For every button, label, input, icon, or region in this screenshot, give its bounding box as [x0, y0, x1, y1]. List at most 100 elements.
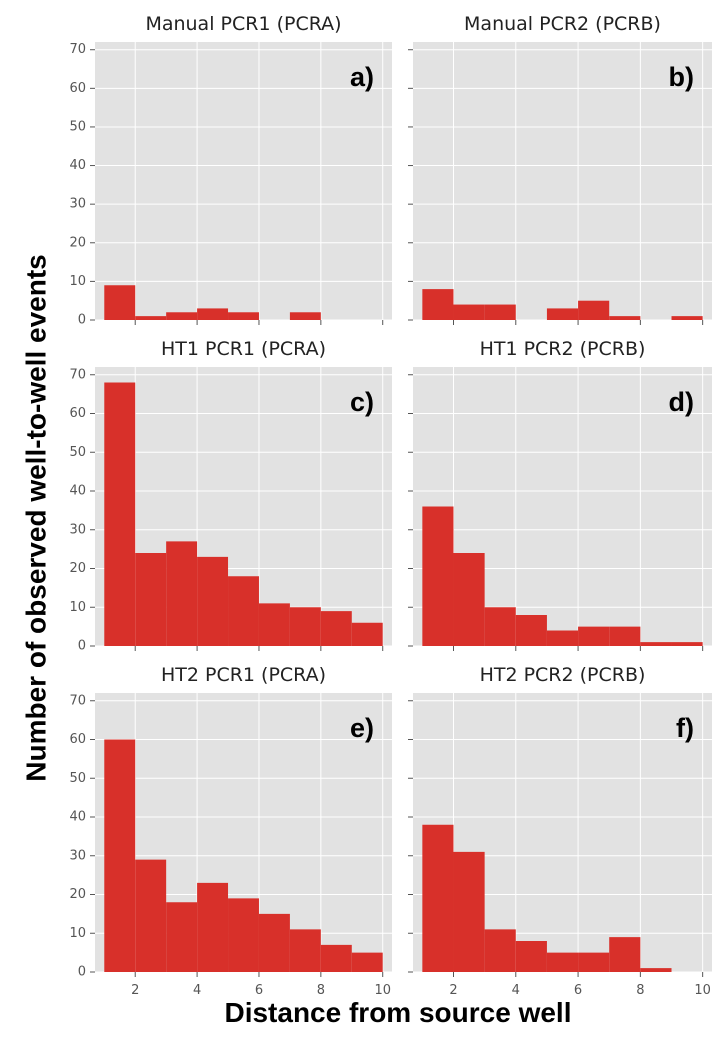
y-tick-label: 0	[78, 313, 86, 328]
bar	[546, 952, 579, 972]
panel-title: HT2 PCR2 (PCRB)	[480, 664, 646, 686]
panel-label: f)	[676, 713, 694, 743]
bar	[197, 882, 229, 972]
bar	[228, 576, 259, 646]
x-tick-label: 6	[574, 983, 582, 998]
bar	[422, 289, 454, 320]
x-tick-label: 10	[374, 983, 391, 998]
y-tick-label: 10	[69, 926, 86, 941]
bar	[197, 556, 229, 646]
panel-b: Manual PCR2 (PCRB) b)	[408, 13, 712, 325]
bar	[578, 952, 610, 972]
bar	[258, 603, 290, 646]
bar	[104, 739, 136, 972]
bar	[515, 615, 547, 646]
bar	[671, 642, 703, 646]
bar	[320, 944, 352, 972]
panel-title: Manual PCR1 (PCRA)	[145, 13, 341, 35]
panel-title: Manual PCR2 (PCRB)	[464, 13, 661, 35]
bar	[104, 382, 136, 646]
panel-e: 0 10 20 30 40 50 60 70 2 4 6 8 10 HT2 PCR1 (PCRA) e)	[69, 664, 392, 998]
bar	[197, 308, 229, 320]
plot-background	[95, 42, 392, 320]
x-tick-label: 8	[636, 983, 644, 998]
bar	[546, 308, 579, 320]
panel-label: b)	[669, 62, 694, 92]
panel-title: HT1 PCR1 (PCRA)	[161, 338, 326, 360]
y-tick-label: 0	[78, 965, 86, 980]
bar	[166, 312, 198, 320]
y-tick-label: 40	[69, 158, 86, 173]
panel-f: 2 4 6 8 10 HT2 PCR2 (PCRB) f)	[408, 664, 712, 998]
bar	[228, 898, 259, 972]
bar	[609, 626, 641, 646]
bar	[640, 642, 672, 646]
y-tick-label: 40	[69, 484, 86, 499]
bar	[166, 541, 198, 646]
bar	[671, 316, 703, 320]
plot-background	[413, 42, 712, 320]
panel-label: c)	[350, 387, 374, 417]
bar	[135, 316, 167, 320]
bar	[453, 553, 485, 646]
y-tick-label: 70	[69, 42, 86, 57]
x-axis-label: Distance from source well	[224, 997, 571, 1028]
y-tick-label: 30	[69, 522, 86, 537]
bar	[289, 607, 321, 646]
y-tick-label: 50	[69, 445, 86, 460]
y-tick-label: 50	[69, 771, 86, 786]
y-tick-label: 50	[69, 119, 86, 134]
bar	[351, 952, 383, 972]
bar	[135, 553, 167, 646]
bar	[453, 304, 485, 320]
y-axis-label: Number of observed well-to-well events	[20, 254, 51, 781]
panel-label: a)	[350, 62, 374, 92]
bar	[515, 941, 547, 972]
bar	[104, 285, 136, 320]
bar	[166, 902, 198, 972]
panel-d: HT1 PCR2 (PCRB) d)	[408, 338, 712, 651]
y-tick-label: 30	[69, 848, 86, 863]
x-tick-label: 2	[131, 983, 139, 998]
panel-title: HT1 PCR2 (PCRB)	[480, 338, 646, 360]
bar	[484, 304, 516, 320]
y-tick-label: 30	[69, 197, 86, 212]
bar	[258, 913, 290, 972]
bar	[484, 607, 516, 646]
y-tick-label: 20	[69, 887, 86, 902]
bar	[422, 824, 454, 972]
bar	[135, 859, 167, 972]
x-tick-label: 2	[449, 983, 457, 998]
bar	[609, 316, 641, 320]
x-tick-label: 8	[317, 983, 325, 998]
y-tick-label: 0	[78, 639, 86, 654]
y-tick-label: 10	[69, 274, 86, 289]
y-tick-label: 60	[69, 732, 86, 747]
y-tick-label: 20	[69, 561, 86, 576]
panel-label: d)	[669, 387, 694, 417]
y-tick-label: 70	[69, 693, 86, 708]
x-tick-label: 6	[255, 983, 263, 998]
y-tick-label: 60	[69, 81, 86, 96]
y-tick-label: 40	[69, 810, 86, 825]
bar	[228, 312, 259, 320]
y-tick-label: 20	[69, 235, 86, 250]
bar	[609, 937, 641, 972]
bar	[578, 300, 610, 320]
panel-a: 0 10 20 30 40 50 60 70 Manual PCR1 (PCRA) a)	[69, 13, 392, 328]
bar	[484, 929, 516, 972]
panel-c: 0 10 20 30 40 50 60 70 HT1 PCR1 (PCRA) c)	[69, 338, 392, 654]
x-tick-label: 4	[512, 983, 520, 998]
y-tick-label: 60	[69, 406, 86, 421]
bar	[289, 929, 321, 972]
bar	[640, 968, 672, 972]
bar	[320, 611, 352, 646]
x-tick-label: 4	[193, 983, 201, 998]
bar	[546, 630, 579, 646]
bar	[289, 312, 321, 320]
bar	[453, 851, 485, 972]
bar	[351, 622, 383, 646]
x-tick-label: 10	[694, 983, 711, 998]
bar	[422, 506, 454, 646]
